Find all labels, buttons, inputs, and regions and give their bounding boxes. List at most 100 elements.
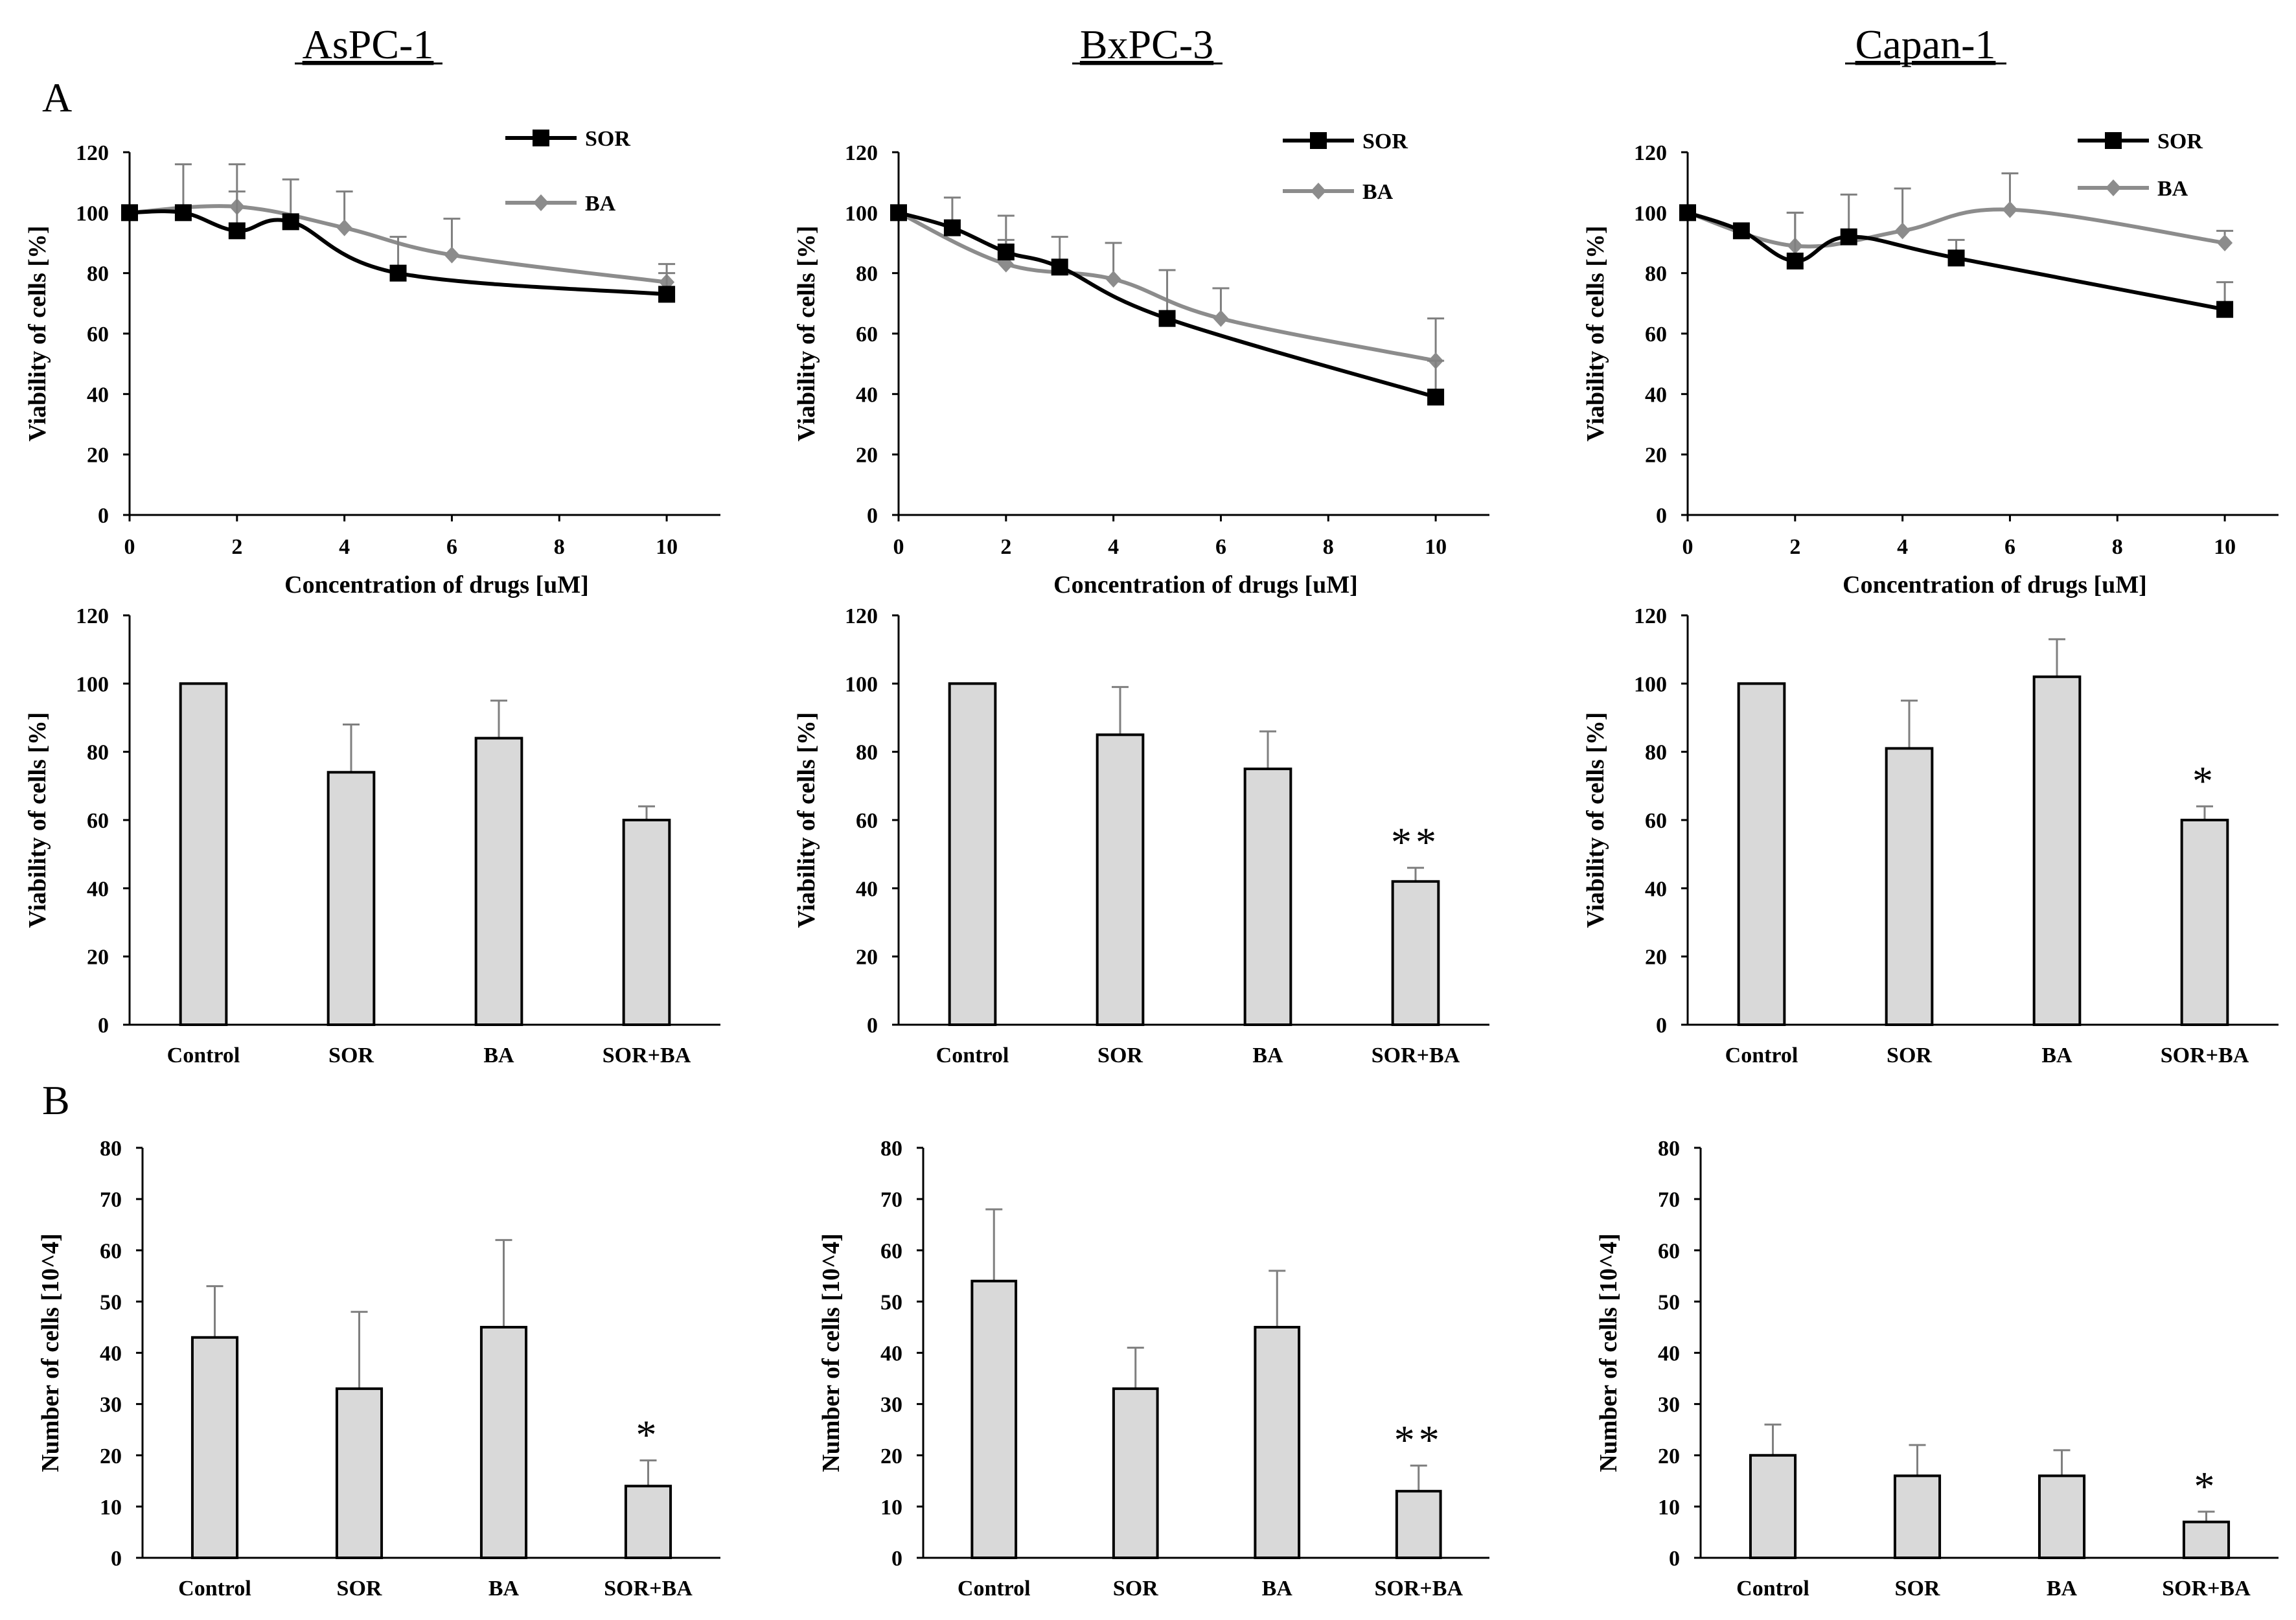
line-capan1-y-tick-label-3: 60 bbox=[1645, 323, 1667, 347]
line-aspc1-x-tick-label-1: 2 bbox=[231, 535, 242, 559]
line-bxpc3-y-tick-label-0: 0 bbox=[867, 504, 878, 528]
line-aspc1-x-tick-label-3: 6 bbox=[446, 535, 457, 559]
bar-viability-bxpc3-x-tick-label-1: SOR bbox=[1097, 1044, 1143, 1067]
line-bxpc3-series-ba-point-3 bbox=[1213, 310, 1229, 327]
bar-number-aspc1-x-tick-label-2: BA bbox=[488, 1577, 520, 1601]
bar-viability-bxpc3-y-tick-label-1: 20 bbox=[856, 946, 878, 970]
line-aspc1-legend-ba-label: BA bbox=[585, 192, 616, 216]
line-capan1-series-ba-point-2 bbox=[1894, 222, 1911, 240]
line-aspc1-series-ba-point-3 bbox=[444, 246, 460, 264]
bar-number-capan1-y-tick-label-7: 70 bbox=[1658, 1188, 1680, 1212]
line-aspc1-y-tick-label-2: 40 bbox=[87, 383, 109, 407]
bar-number-aspc1-y-tick-label-5: 50 bbox=[100, 1290, 122, 1314]
bar-viability-bxpc3-y-tick-label-3: 60 bbox=[856, 809, 878, 833]
bar-viability-bxpc3-bar-1 bbox=[1096, 733, 1145, 1027]
bar-number-capan1-x-tick-label-1: SOR bbox=[1895, 1577, 1940, 1601]
bar-viability-bxpc3-y-axis-label: Viability of cells [%] bbox=[793, 712, 820, 928]
line-capan1-x-tick-label-0: 0 bbox=[1682, 535, 1693, 559]
bar-viability-capan1-error-1 bbox=[1901, 700, 1918, 749]
bar-viability-capan1-y-tick-label-6: 120 bbox=[1634, 604, 1667, 628]
bar-viability-bxpc3-x-tick-label-0: Control bbox=[936, 1044, 1009, 1067]
line-bxpc3-y-tick-label-4: 80 bbox=[856, 262, 878, 286]
line-bxpc3-legend-sor-label: SOR bbox=[1362, 130, 1408, 154]
bar-viability-aspc1-y-axis-label: Viability of cells [%] bbox=[24, 712, 51, 928]
bar-number-bxpc3-significance-3: ** bbox=[1394, 1417, 1443, 1463]
line-aspc1-series-sor-point-1 bbox=[174, 204, 192, 222]
line-bxpc3-y-tick-label-2: 40 bbox=[856, 383, 878, 407]
bar-number-aspc1-significance-3: * bbox=[636, 1412, 661, 1458]
line-bxpc3-y-axis-label: Viability of cells [%] bbox=[793, 225, 820, 441]
line-bxpc3-x-axis-label: Concentration of drugs [uM] bbox=[1053, 571, 1358, 599]
line-capan1-legend-sor-label: SOR bbox=[2157, 130, 2203, 154]
bar-viability-aspc1-x-tick-label-2: BA bbox=[483, 1044, 514, 1067]
line-bxpc3-series-sor-point-2 bbox=[997, 244, 1015, 260]
bar-number-capan1-error-2 bbox=[2053, 1449, 2071, 1476]
line-aspc1-series-sor-point-5 bbox=[658, 286, 676, 303]
line-aspc1-series-sor-point-0 bbox=[121, 204, 138, 222]
line-capan1-series-sor-point-4 bbox=[1947, 249, 1965, 267]
bar-viability-capan1-bar-3 bbox=[2180, 819, 2229, 1026]
bar-viability-aspc1-error-2 bbox=[490, 700, 507, 738]
line-capan1-y-tick-label-2: 40 bbox=[1645, 383, 1667, 407]
line-aspc1-x-tick-label-2: 4 bbox=[339, 535, 350, 559]
line-capan1-series-sor-point-1 bbox=[1732, 222, 1750, 240]
bar-number-capan1-y-tick-label-4: 40 bbox=[1658, 1342, 1680, 1366]
bar-number-aspc1-bar-1 bbox=[335, 1387, 384, 1559]
line-bxpc3-y-tick-label-1: 20 bbox=[856, 444, 878, 468]
bar-viability-aspc1-y-tick-label-3: 60 bbox=[87, 809, 109, 833]
line-aspc1-series-sor-point-2 bbox=[228, 222, 246, 240]
bar-viability-capan1-y-tick-label-1: 20 bbox=[1645, 946, 1667, 970]
bar-number-capan1-error-3 bbox=[2198, 1511, 2215, 1522]
bar-number-capan1-y-tick-label-1: 10 bbox=[1658, 1496, 1680, 1520]
bar-viability-capan1-bar-1 bbox=[1885, 747, 1934, 1027]
bar-number-capan1-bar-3 bbox=[2182, 1520, 2231, 1560]
bar-viability-bxpc3-y-tick-label-5: 100 bbox=[845, 672, 878, 696]
bar-number-capan1-x-tick-label-2: BA bbox=[2047, 1577, 2078, 1601]
bar-viability-bxpc3-significance-3: ** bbox=[1391, 819, 1440, 865]
bar-number-bxpc3-x-tick-label-0: Control bbox=[958, 1577, 1031, 1601]
panel-label-b: B bbox=[42, 1077, 70, 1123]
bar-number-aspc1-y-tick-label-6: 60 bbox=[100, 1239, 122, 1263]
title-bxpc3: BxPC-3 bbox=[1080, 21, 1213, 67]
title-capan1: Capan-1 bbox=[1855, 21, 1996, 67]
bar-number-aspc1-y-tick-label-2: 20 bbox=[100, 1444, 122, 1468]
bar-viability-aspc1-bar-0 bbox=[179, 682, 228, 1027]
line-bxpc3-legend-ba-label: BA bbox=[1362, 180, 1394, 204]
bar-viability-capan1-x-tick-label-3: SOR+BA bbox=[2161, 1044, 2249, 1067]
bar-viability-capan1-x-tick-label-2: BA bbox=[2041, 1044, 2072, 1067]
line-capan1-y-tick-label-5: 100 bbox=[1634, 201, 1667, 225]
line-bxpc3-legend-sor: SOR bbox=[1283, 130, 1408, 154]
bar-viability-capan1-bar-0 bbox=[1737, 682, 1786, 1027]
bar-viability-bxpc3-x-tick-label-2: BA bbox=[1252, 1044, 1283, 1067]
bar-viability-bxpc3-bar-2 bbox=[1243, 768, 1292, 1026]
bar-number-bxpc3-y-tick-label-5: 50 bbox=[880, 1290, 902, 1314]
line-capan1-legend-ba-marker bbox=[2106, 179, 2121, 196]
line-aspc1-legend-sor-label: SOR bbox=[585, 127, 630, 151]
bar-number-aspc1-y-axis-label: Number of cells [10^4] bbox=[37, 1233, 64, 1472]
bar-number-capan1-error-1 bbox=[1909, 1444, 1926, 1476]
line-capan1-x-tick-label-2: 4 bbox=[1897, 535, 1908, 559]
line-bxpc3-series-ba-point-2 bbox=[1105, 271, 1121, 288]
line-bxpc3-series-sor-point-4 bbox=[1158, 310, 1176, 327]
line-bxpc3-x-tick-label-3: 6 bbox=[1215, 535, 1226, 559]
bar-number-aspc1-x-tick-label-3: SOR+BA bbox=[604, 1577, 693, 1601]
bar-number-capan1-significance-3: * bbox=[2194, 1463, 2219, 1509]
bar-number-aspc1-error-1 bbox=[350, 1310, 368, 1389]
bar-number-aspc1-y-tick-label-3: 30 bbox=[100, 1393, 122, 1417]
line-aspc1-y-tick-label-6: 120 bbox=[76, 141, 109, 165]
bar-viability-aspc1-y-tick-label-1: 20 bbox=[87, 946, 109, 970]
bar-viability-aspc1-x-tick-label-1: SOR bbox=[328, 1044, 374, 1067]
bar-viability-bxpc3-error-2 bbox=[1259, 730, 1276, 769]
bar-number-capan1-y-tick-label-6: 60 bbox=[1658, 1239, 1680, 1263]
bar-number-capan1-x-tick-label-3: SOR+BA bbox=[2162, 1577, 2251, 1601]
line-aspc1-y-tick-label-5: 100 bbox=[76, 201, 109, 225]
bar-number-capan1-y-tick-label-5: 50 bbox=[1658, 1290, 1680, 1314]
line-bxpc3-series-sor-point-5 bbox=[1427, 389, 1445, 405]
line-capan1-y-axis-label: Viability of cells [%] bbox=[1582, 225, 1609, 441]
bar-number-aspc1-error-0 bbox=[206, 1285, 224, 1338]
line-aspc1-y-tick-label-3: 60 bbox=[87, 323, 109, 347]
bar-viability-aspc1-y-tick-label-2: 40 bbox=[87, 877, 109, 901]
line-aspc1-x-tick-label-0: 0 bbox=[124, 535, 135, 559]
